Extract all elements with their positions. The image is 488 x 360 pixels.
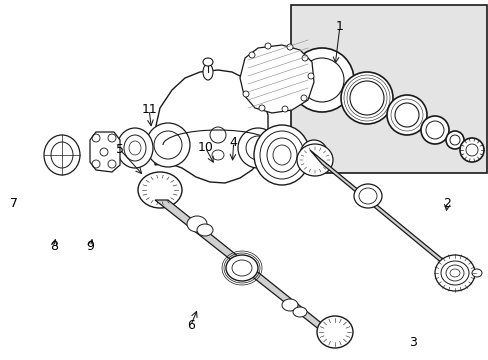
- Text: 3: 3: [408, 336, 416, 349]
- Ellipse shape: [186, 216, 206, 232]
- Polygon shape: [90, 132, 120, 172]
- Text: 4: 4: [229, 136, 237, 149]
- Ellipse shape: [299, 140, 327, 170]
- Ellipse shape: [296, 144, 332, 176]
- Ellipse shape: [282, 299, 297, 311]
- Ellipse shape: [259, 105, 264, 111]
- Polygon shape: [240, 45, 313, 113]
- Ellipse shape: [386, 95, 426, 135]
- Ellipse shape: [445, 131, 463, 149]
- Ellipse shape: [420, 116, 448, 144]
- Text: 2: 2: [443, 197, 450, 210]
- Ellipse shape: [353, 184, 381, 208]
- Ellipse shape: [289, 48, 353, 112]
- Text: 6: 6: [186, 319, 194, 332]
- Ellipse shape: [203, 64, 213, 80]
- Ellipse shape: [307, 73, 313, 79]
- Bar: [290, 5, 486, 173]
- Ellipse shape: [301, 95, 306, 101]
- Text: 1: 1: [335, 21, 343, 33]
- Ellipse shape: [282, 106, 287, 112]
- Ellipse shape: [117, 128, 153, 168]
- Text: 8: 8: [50, 240, 58, 253]
- Text: 9: 9: [86, 240, 94, 253]
- Ellipse shape: [434, 255, 474, 291]
- Ellipse shape: [471, 269, 481, 277]
- Ellipse shape: [286, 44, 292, 50]
- Polygon shape: [155, 70, 267, 183]
- Ellipse shape: [44, 135, 80, 175]
- Ellipse shape: [203, 58, 213, 66]
- Ellipse shape: [243, 91, 248, 97]
- Polygon shape: [155, 200, 339, 338]
- Ellipse shape: [340, 72, 392, 124]
- Text: 5: 5: [116, 143, 123, 156]
- Ellipse shape: [264, 43, 270, 49]
- Ellipse shape: [459, 138, 483, 162]
- Polygon shape: [309, 150, 459, 278]
- Ellipse shape: [146, 123, 190, 167]
- Ellipse shape: [238, 128, 278, 168]
- Ellipse shape: [138, 172, 182, 208]
- Ellipse shape: [197, 224, 213, 236]
- Ellipse shape: [248, 52, 254, 58]
- Ellipse shape: [292, 307, 306, 317]
- Text: 7: 7: [10, 197, 18, 210]
- Text: 10: 10: [197, 141, 213, 154]
- Ellipse shape: [253, 125, 309, 185]
- Ellipse shape: [225, 255, 258, 281]
- Ellipse shape: [302, 55, 307, 61]
- Ellipse shape: [316, 316, 352, 348]
- Text: 11: 11: [141, 103, 157, 116]
